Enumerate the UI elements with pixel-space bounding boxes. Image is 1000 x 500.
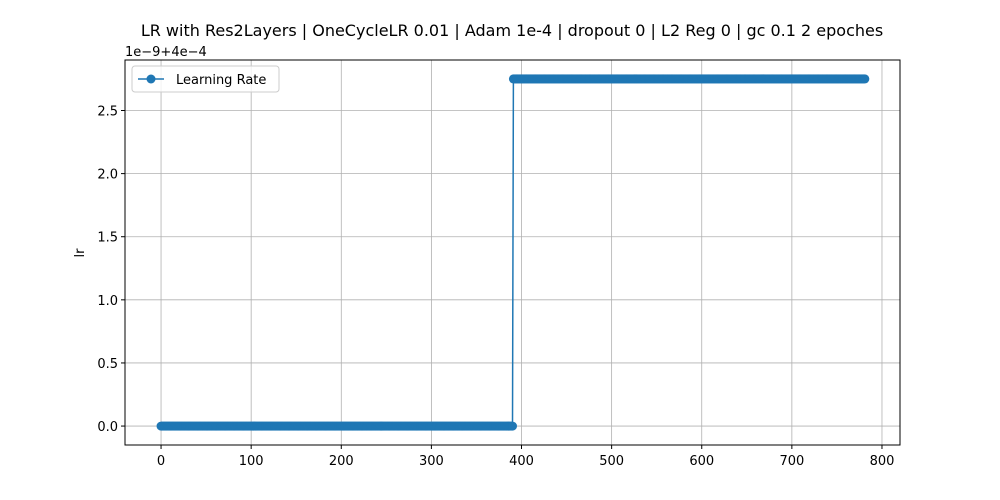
plot-frame: [124, 59, 901, 446]
y-axis-label: lr: [73, 248, 88, 258]
data-point: [860, 74, 870, 84]
y-tick-label: 2.5: [97, 104, 118, 119]
y-tick-label: 1.5: [97, 231, 118, 246]
legend-label: Learning Rate: [176, 73, 266, 88]
data-point: [508, 421, 517, 431]
axis-ticks: 0 100 200 300 400 500 600 700 800 0.0 0.5 1.0 1.5 2.0…: [97, 104, 894, 469]
x-tick-label: 400: [509, 454, 534, 469]
legend: Learning Rate: [131, 65, 280, 93]
y-tick-label: 1.0: [97, 294, 118, 309]
x-tick-label: 800: [870, 454, 895, 469]
x-tick-label: 300: [419, 454, 444, 469]
x-tick-label: 200: [329, 454, 354, 469]
x-tick-label: 0: [157, 454, 165, 469]
series-line: [161, 78, 865, 427]
series-learning-rate: [156, 74, 870, 431]
x-tick-label: 500: [599, 454, 624, 469]
chart-title: LR with Res2Layers | OneCycleLR 0.01 | A…: [141, 21, 883, 40]
x-tick-label: 600: [689, 454, 714, 469]
y-tick-label: 0.0: [97, 420, 118, 435]
legend-box: [131, 65, 280, 93]
x-tick-label: 700: [779, 454, 804, 469]
y-tick-label: 0.5: [97, 357, 118, 372]
y-offset-text: 1e−9+4e−4: [125, 45, 207, 60]
legend-marker: [146, 74, 156, 84]
y-tick-label: 2.0: [97, 168, 118, 183]
x-tick-label: 100: [239, 454, 264, 469]
